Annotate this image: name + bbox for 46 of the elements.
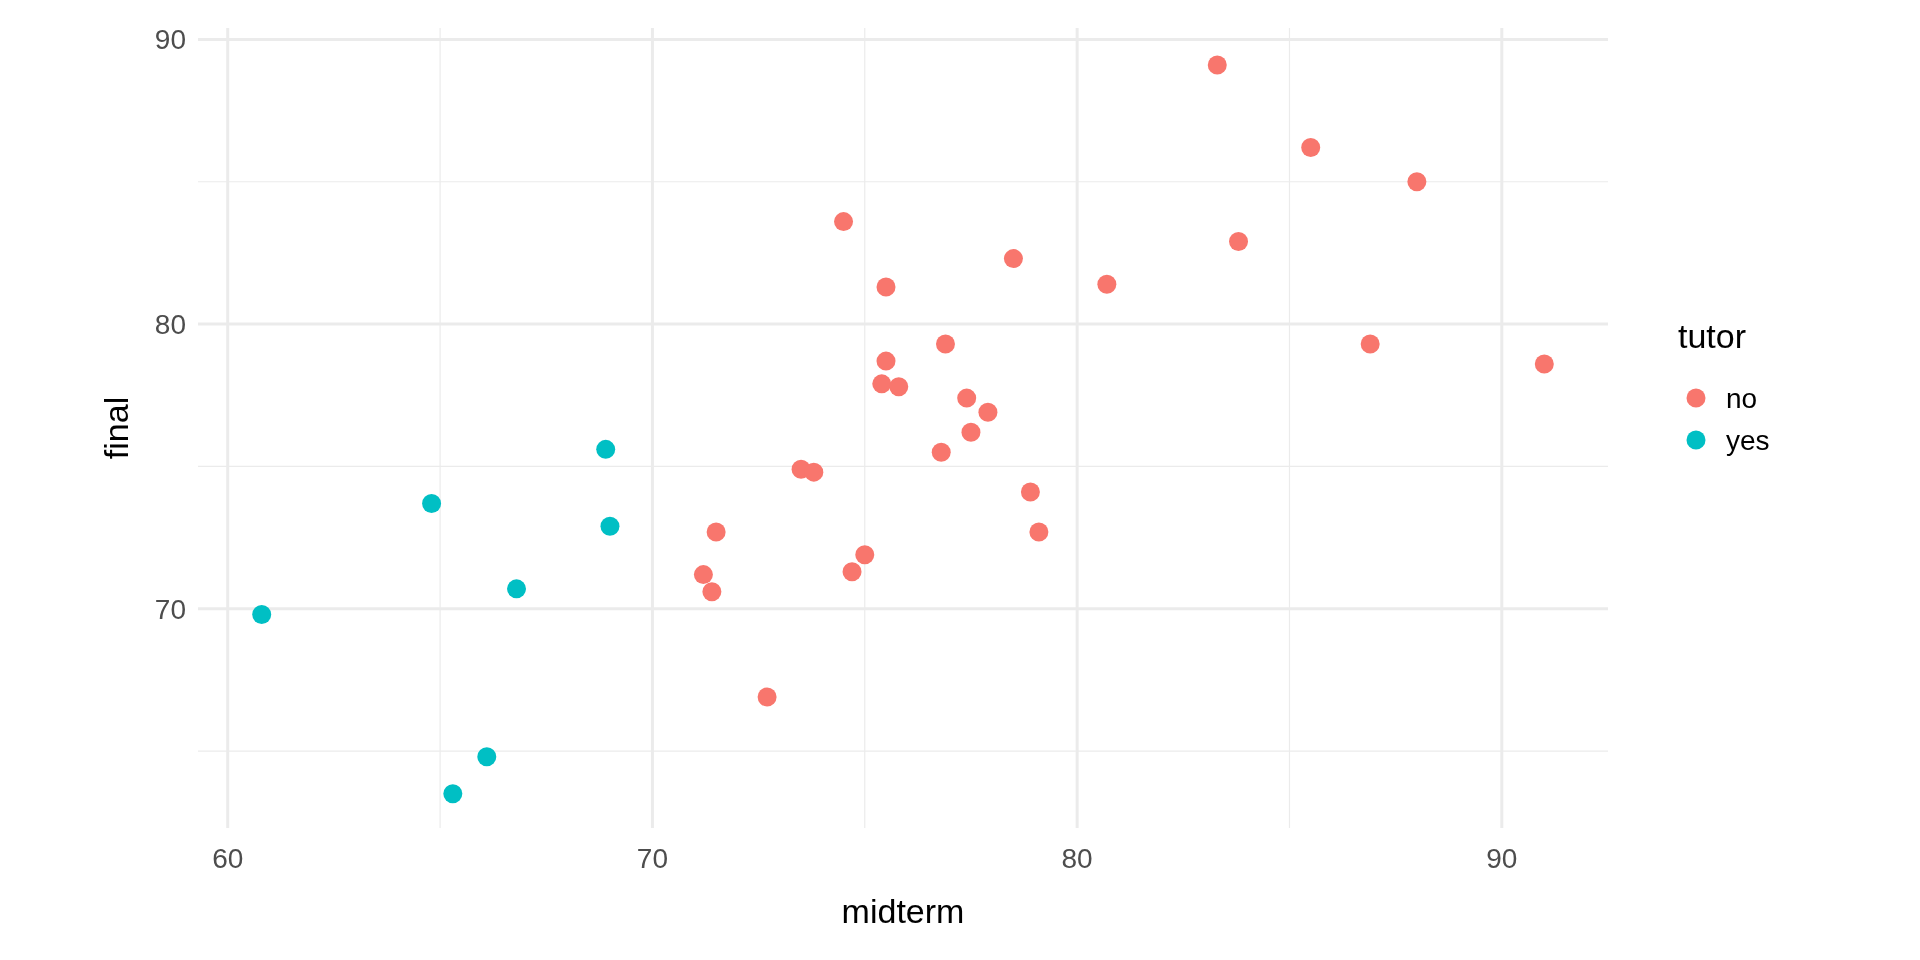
point — [1097, 274, 1117, 294]
point — [706, 522, 726, 542]
point — [1003, 249, 1023, 269]
point — [1029, 522, 1049, 542]
legend-label: no — [1726, 382, 1758, 414]
x-axis-title: midterm — [841, 892, 965, 930]
point — [596, 439, 616, 459]
point — [693, 565, 713, 585]
point — [1020, 482, 1040, 502]
y-tick-label: 70 — [154, 593, 186, 625]
point — [876, 277, 896, 297]
point — [1534, 354, 1554, 374]
point — [1301, 138, 1321, 158]
point — [978, 402, 998, 422]
y-tick-label: 90 — [154, 24, 186, 56]
point — [1229, 232, 1249, 252]
point — [876, 351, 896, 371]
point — [702, 582, 722, 602]
point — [1207, 55, 1227, 75]
point — [957, 388, 977, 408]
point — [935, 334, 955, 354]
point — [872, 374, 892, 394]
point — [600, 516, 620, 536]
point — [855, 545, 875, 565]
legend-title: tutor — [1678, 317, 1747, 355]
y-axis-title: final — [97, 396, 135, 460]
point — [443, 784, 463, 804]
point — [507, 579, 527, 599]
point — [1407, 172, 1427, 192]
legend-label: yes — [1726, 424, 1770, 456]
x-tick-label: 60 — [212, 843, 244, 874]
x-tick-label: 70 — [636, 843, 669, 874]
point — [252, 604, 272, 624]
point — [842, 562, 862, 582]
point — [757, 687, 777, 707]
point — [1360, 334, 1380, 354]
point — [804, 462, 824, 482]
x-tick-label: 90 — [1486, 843, 1518, 874]
y-tick-label: 80 — [154, 308, 186, 340]
point — [931, 442, 951, 462]
point — [422, 493, 442, 513]
x-tick-label: 80 — [1061, 843, 1093, 874]
point — [961, 422, 981, 442]
point — [889, 377, 909, 397]
point — [834, 212, 854, 232]
point — [477, 747, 497, 767]
